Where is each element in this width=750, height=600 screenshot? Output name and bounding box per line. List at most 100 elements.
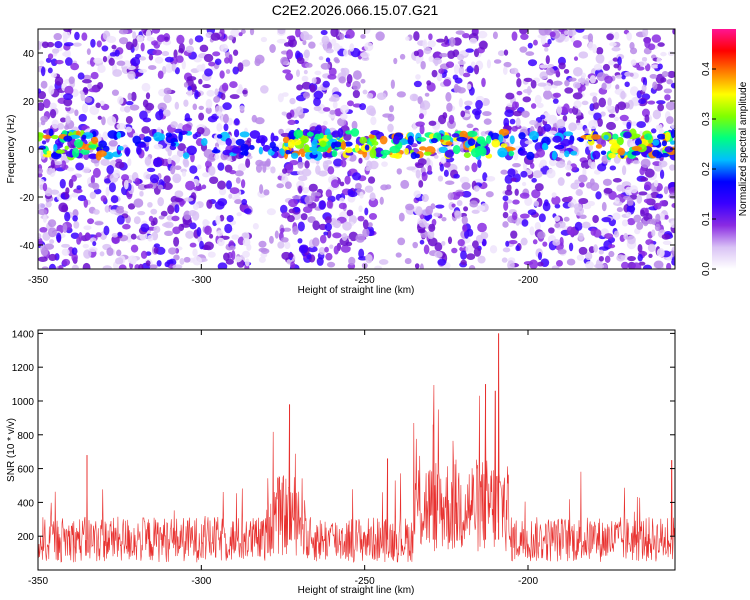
- heatmap-cell: [443, 169, 449, 177]
- heatmap-x-tick-label: -300: [191, 275, 211, 286]
- heatmap-cell: [640, 158, 651, 168]
- heatmap-cell: [415, 55, 420, 65]
- heatmap-cell: [89, 191, 97, 200]
- heatmap-signal-cell: [563, 131, 574, 137]
- heatmap-cell: [534, 221, 541, 231]
- heatmap-cell: [449, 36, 456, 47]
- heatmap-cell: [82, 243, 90, 249]
- heatmap-signal-cell: [459, 130, 468, 139]
- heatmap-cell: [511, 31, 518, 42]
- heatmap-cell: [656, 57, 662, 63]
- heatmap-cell: [99, 100, 105, 106]
- heatmap-cell: [665, 101, 675, 111]
- heatmap-cell: [125, 115, 133, 124]
- heatmap-cell: [589, 92, 598, 97]
- heatmap-cell: [360, 78, 366, 84]
- heatmap-cell: [592, 214, 599, 224]
- heatmap-signal-cell: [240, 151, 249, 156]
- heatmap-signal-cell: [258, 146, 263, 155]
- heatmap-cell: [512, 199, 520, 205]
- heatmap-cell: [365, 254, 373, 264]
- heatmap-cell: [602, 178, 612, 186]
- heatmap-signal-cell: [319, 140, 327, 148]
- colorbar-label: Normalized spectral amplitude: [738, 81, 749, 216]
- heatmap-signal-cell: [423, 151, 432, 156]
- heatmap-cell: [362, 228, 370, 238]
- heatmap-cell: [670, 82, 675, 89]
- heatmap-cell: [593, 244, 598, 253]
- heatmap-cell: [339, 33, 345, 40]
- heatmap-cell: [81, 166, 91, 174]
- heatmap-cell: [601, 216, 612, 223]
- heatmap-cell: [88, 182, 99, 188]
- heatmap-signal-cell: [96, 150, 107, 158]
- heatmap-cell: [147, 201, 153, 208]
- heatmap-cell: [504, 109, 515, 118]
- heatmap-cell: [38, 233, 42, 240]
- heatmap-cell: [101, 116, 106, 126]
- heatmap-cell: [464, 229, 470, 239]
- heatmap-cell: [81, 79, 92, 84]
- heatmap-cell: [161, 50, 170, 57]
- heatmap-cell: [636, 121, 647, 128]
- heatmap-cell: [624, 81, 630, 88]
- heatmap-cell: [366, 92, 374, 99]
- heatmap-cell: [172, 226, 181, 235]
- heatmap-cell: [515, 72, 521, 78]
- heatmap-cell: [426, 80, 432, 86]
- heatmap-cell: [109, 52, 118, 57]
- heatmap-cell: [568, 77, 577, 82]
- heatmap-cell: [115, 257, 124, 265]
- heatmap-cell: [301, 168, 312, 177]
- heatmap-cell: [451, 203, 456, 208]
- heatmap-cell: [282, 227, 292, 232]
- heatmap-cell: [510, 67, 519, 75]
- heatmap-cell: [76, 236, 82, 245]
- heatmap-cell: [108, 140, 118, 147]
- heatmap-cell: [464, 165, 470, 172]
- heatmap-cell: [578, 174, 588, 183]
- heatmap-cell: [307, 216, 316, 223]
- heatmap-cell: [183, 256, 191, 263]
- heatmap-signal-cell: [568, 139, 574, 145]
- heatmap-cell: [82, 262, 91, 269]
- heatmap-signal-cell: [48, 128, 54, 137]
- heatmap-cell: [364, 42, 374, 52]
- heatmap-cell: [157, 197, 165, 207]
- heatmap-signal-cell: [331, 149, 338, 158]
- heatmap-cell: [324, 222, 332, 232]
- heatmap-cell: [656, 193, 664, 199]
- heatmap-cell: [117, 96, 124, 105]
- heatmap-cell: [163, 175, 171, 183]
- heatmap-cell: [418, 180, 424, 188]
- heatmap-cell: [316, 257, 324, 266]
- heatmap-cell: [66, 167, 75, 172]
- heatmap-cell: [199, 44, 209, 53]
- heatmap-cell: [607, 97, 612, 107]
- heatmap-cell: [173, 236, 180, 247]
- heatmap-signal-cell: [308, 146, 319, 152]
- heatmap-cell: [42, 182, 48, 192]
- heatmap-cell: [661, 233, 671, 240]
- heatmap-cell: [465, 244, 474, 253]
- heatmap-signal-cell: [616, 137, 624, 146]
- heatmap-cell: [540, 114, 546, 120]
- heatmap-cell: [232, 66, 239, 75]
- heatmap-signal-cell: [282, 136, 290, 144]
- heatmap-cell: [152, 49, 163, 56]
- heatmap-cell: [551, 192, 557, 198]
- heatmap-cell: [140, 250, 148, 259]
- heatmap-cell: [198, 112, 205, 121]
- heatmap-cell: [182, 123, 192, 132]
- heatmap-cell: [529, 259, 539, 269]
- heatmap-cell: [308, 246, 318, 253]
- heatmap-cell: [296, 57, 305, 65]
- heatmap-cell: [512, 110, 523, 117]
- heatmap-cell: [650, 128, 657, 134]
- heatmap-cell: [460, 110, 466, 118]
- heatmap-cell: [156, 260, 162, 267]
- heatmap-cell: [189, 165, 198, 174]
- heatmap-cell: [194, 89, 199, 100]
- heatmap-cell: [328, 67, 337, 76]
- heatmap-cell: [56, 232, 62, 243]
